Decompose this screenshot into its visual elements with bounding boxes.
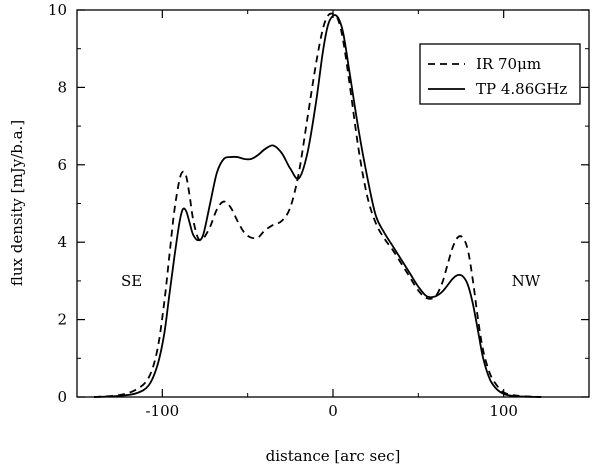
y-tick-label: 2	[57, 311, 67, 329]
series-line-tp-4-86ghz	[94, 14, 542, 398]
x-axis-label: distance [arc sec]	[266, 447, 401, 465]
legend-label-tp: TP 4.86GHz	[476, 80, 567, 98]
legend: IR 70μm TP 4.86GHz	[419, 43, 581, 105]
y-tick-label: 8	[57, 78, 67, 96]
axis-ticks: -100 0 100 0 2 4 6 8 10	[48, 1, 590, 420]
series-group	[94, 12, 542, 398]
legend-label-ir: IR 70μm	[476, 55, 541, 73]
y-tick-label: 4	[57, 233, 67, 251]
legend-box	[419, 43, 581, 105]
annotation-se: SE	[121, 272, 142, 290]
x-tick-label: -100	[145, 402, 179, 420]
y-tick-label: 0	[57, 388, 67, 406]
x-tick-label: 100	[489, 402, 518, 420]
y-tick-label: 6	[57, 156, 67, 174]
annotation-nw: NW	[512, 272, 541, 290]
y-axis-label: flux density [mJy/b.a.]	[8, 120, 26, 286]
x-tick-label: 0	[328, 402, 338, 420]
y-tick-label: 10	[48, 1, 67, 19]
series-line-ir-70um	[94, 12, 542, 398]
